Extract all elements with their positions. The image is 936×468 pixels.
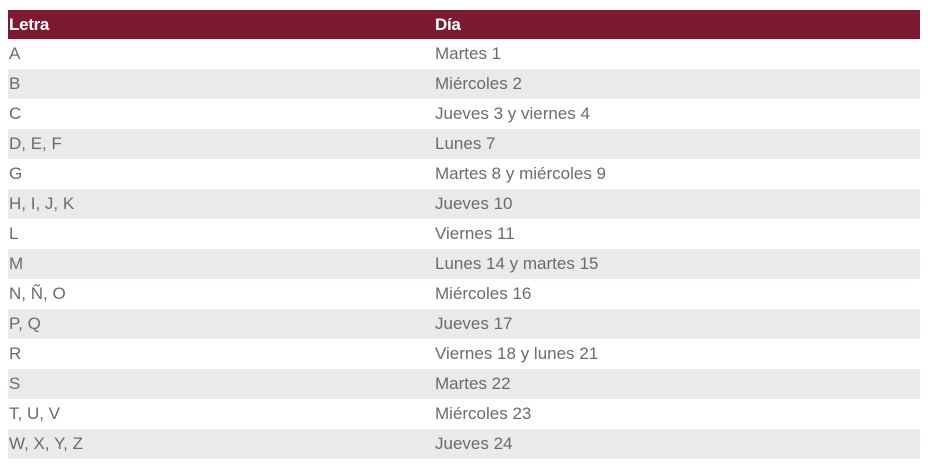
header-letra: Letra: [8, 10, 434, 39]
cell-dia: Jueves 17: [434, 309, 920, 339]
cell-letra: N, Ñ, O: [9, 284, 66, 303]
cell-letra: L: [9, 224, 19, 243]
cell-dia: Miércoles 16: [435, 284, 532, 303]
cell-dia: Miércoles 23: [435, 404, 532, 423]
cell-dia: Lunes 14 y martes 15: [434, 249, 920, 279]
table-row: P, Q Jueves 17: [8, 309, 920, 339]
table-row: G Martes 8 y miércoles 9: [8, 159, 920, 189]
cell-letra: R: [9, 344, 22, 363]
table-row: D, E, F Lunes 7: [8, 129, 920, 159]
cell-dia: Lunes 7: [434, 129, 920, 159]
cell-letra: G: [9, 164, 23, 183]
table-row: W, X, Y, Z Jueves 24: [8, 429, 920, 459]
cell-letra: W, X, Y, Z: [8, 429, 434, 459]
table-row: M Lunes 14 y martes 15: [8, 249, 920, 279]
cell-letra: B: [8, 69, 434, 99]
table-row: C Jueves 3 y viernes 4: [8, 99, 920, 129]
table-row: S Martes 22: [8, 369, 920, 399]
cell-letra: P, Q: [8, 309, 434, 339]
table-body: A Martes 1 B Miércoles 2 C Jueves 3 y vi…: [8, 39, 920, 459]
cell-letra: T, U, V: [9, 404, 61, 423]
cell-dia: Miércoles 2: [434, 69, 920, 99]
cell-letra: C: [9, 104, 22, 123]
cell-letra: H, I, J, K: [8, 189, 434, 219]
schedule-table: Letra Día A Martes 1 B Miércoles 2 C Jue…: [8, 10, 920, 459]
cell-letra: D, E, F: [8, 129, 434, 159]
cell-dia: Martes 22: [434, 369, 920, 399]
table-row: A Martes 1: [8, 39, 920, 69]
cell-dia: Martes 1: [435, 44, 502, 63]
table-row: B Miércoles 2: [8, 69, 920, 99]
cell-dia: Jueves 3 y viernes 4: [435, 104, 590, 123]
table-header: Letra Día: [8, 10, 920, 39]
cell-letra: S: [8, 369, 434, 399]
table-row: N, Ñ, O Miércoles 16: [8, 279, 920, 309]
cell-letra: A: [9, 44, 21, 63]
cell-letra: M: [8, 249, 434, 279]
cell-dia: Jueves 10: [434, 189, 920, 219]
table-row: T, U, V Miércoles 23: [8, 399, 920, 429]
table-row: L Viernes 11: [8, 219, 920, 249]
header-dia: Día: [434, 10, 920, 39]
table-row: R Viernes 18 y lunes 21: [8, 339, 920, 369]
cell-dia: Martes 8 y miércoles 9: [435, 164, 606, 183]
cell-dia: Viernes 18 y lunes 21: [435, 344, 599, 363]
header-row: Letra Día: [8, 10, 920, 39]
cell-dia: Viernes 11: [435, 224, 515, 243]
cell-dia: Jueves 24: [434, 429, 920, 459]
table-row: H, I, J, K Jueves 10: [8, 189, 920, 219]
